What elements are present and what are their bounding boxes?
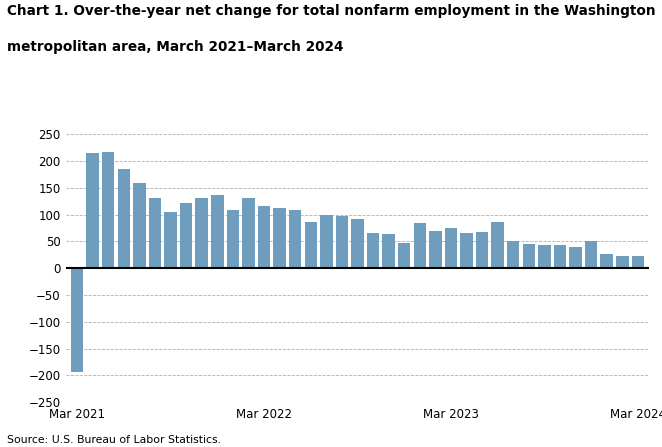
Bar <box>226 210 239 268</box>
Text: Chart 1. Over-the-year net change for total nonfarm employment in the Washington: Chart 1. Over-the-year net change for to… <box>7 4 655 18</box>
Bar <box>600 254 613 268</box>
Bar <box>289 210 301 268</box>
Bar <box>352 219 363 268</box>
Bar <box>164 212 177 268</box>
Bar <box>553 245 566 268</box>
Bar <box>320 215 332 268</box>
Bar <box>258 206 270 268</box>
Bar <box>273 207 286 268</box>
Bar <box>445 228 457 268</box>
Bar <box>429 231 442 268</box>
Bar <box>383 234 395 268</box>
Bar <box>180 203 193 268</box>
Bar <box>367 233 379 268</box>
Bar <box>460 233 473 268</box>
Bar <box>632 257 644 268</box>
Bar <box>507 241 520 268</box>
Bar <box>538 245 551 268</box>
Bar <box>87 153 99 268</box>
Bar <box>118 169 130 268</box>
Bar <box>211 195 224 268</box>
Bar <box>336 216 348 268</box>
Bar <box>569 247 582 268</box>
Bar <box>398 243 410 268</box>
Bar <box>71 268 83 372</box>
Text: Source: U.S. Bureau of Labor Statistics.: Source: U.S. Bureau of Labor Statistics. <box>7 435 220 445</box>
Bar <box>414 223 426 268</box>
Bar <box>491 222 504 268</box>
Bar <box>522 244 535 268</box>
Bar <box>305 222 317 268</box>
Bar <box>102 152 115 268</box>
Bar <box>242 198 255 268</box>
Bar <box>476 232 489 268</box>
Bar <box>616 257 628 268</box>
Text: metropolitan area, March 2021–March 2024: metropolitan area, March 2021–March 2024 <box>7 40 343 54</box>
Bar <box>585 241 597 268</box>
Bar <box>195 198 208 268</box>
Bar <box>133 183 146 268</box>
Bar <box>149 198 162 268</box>
